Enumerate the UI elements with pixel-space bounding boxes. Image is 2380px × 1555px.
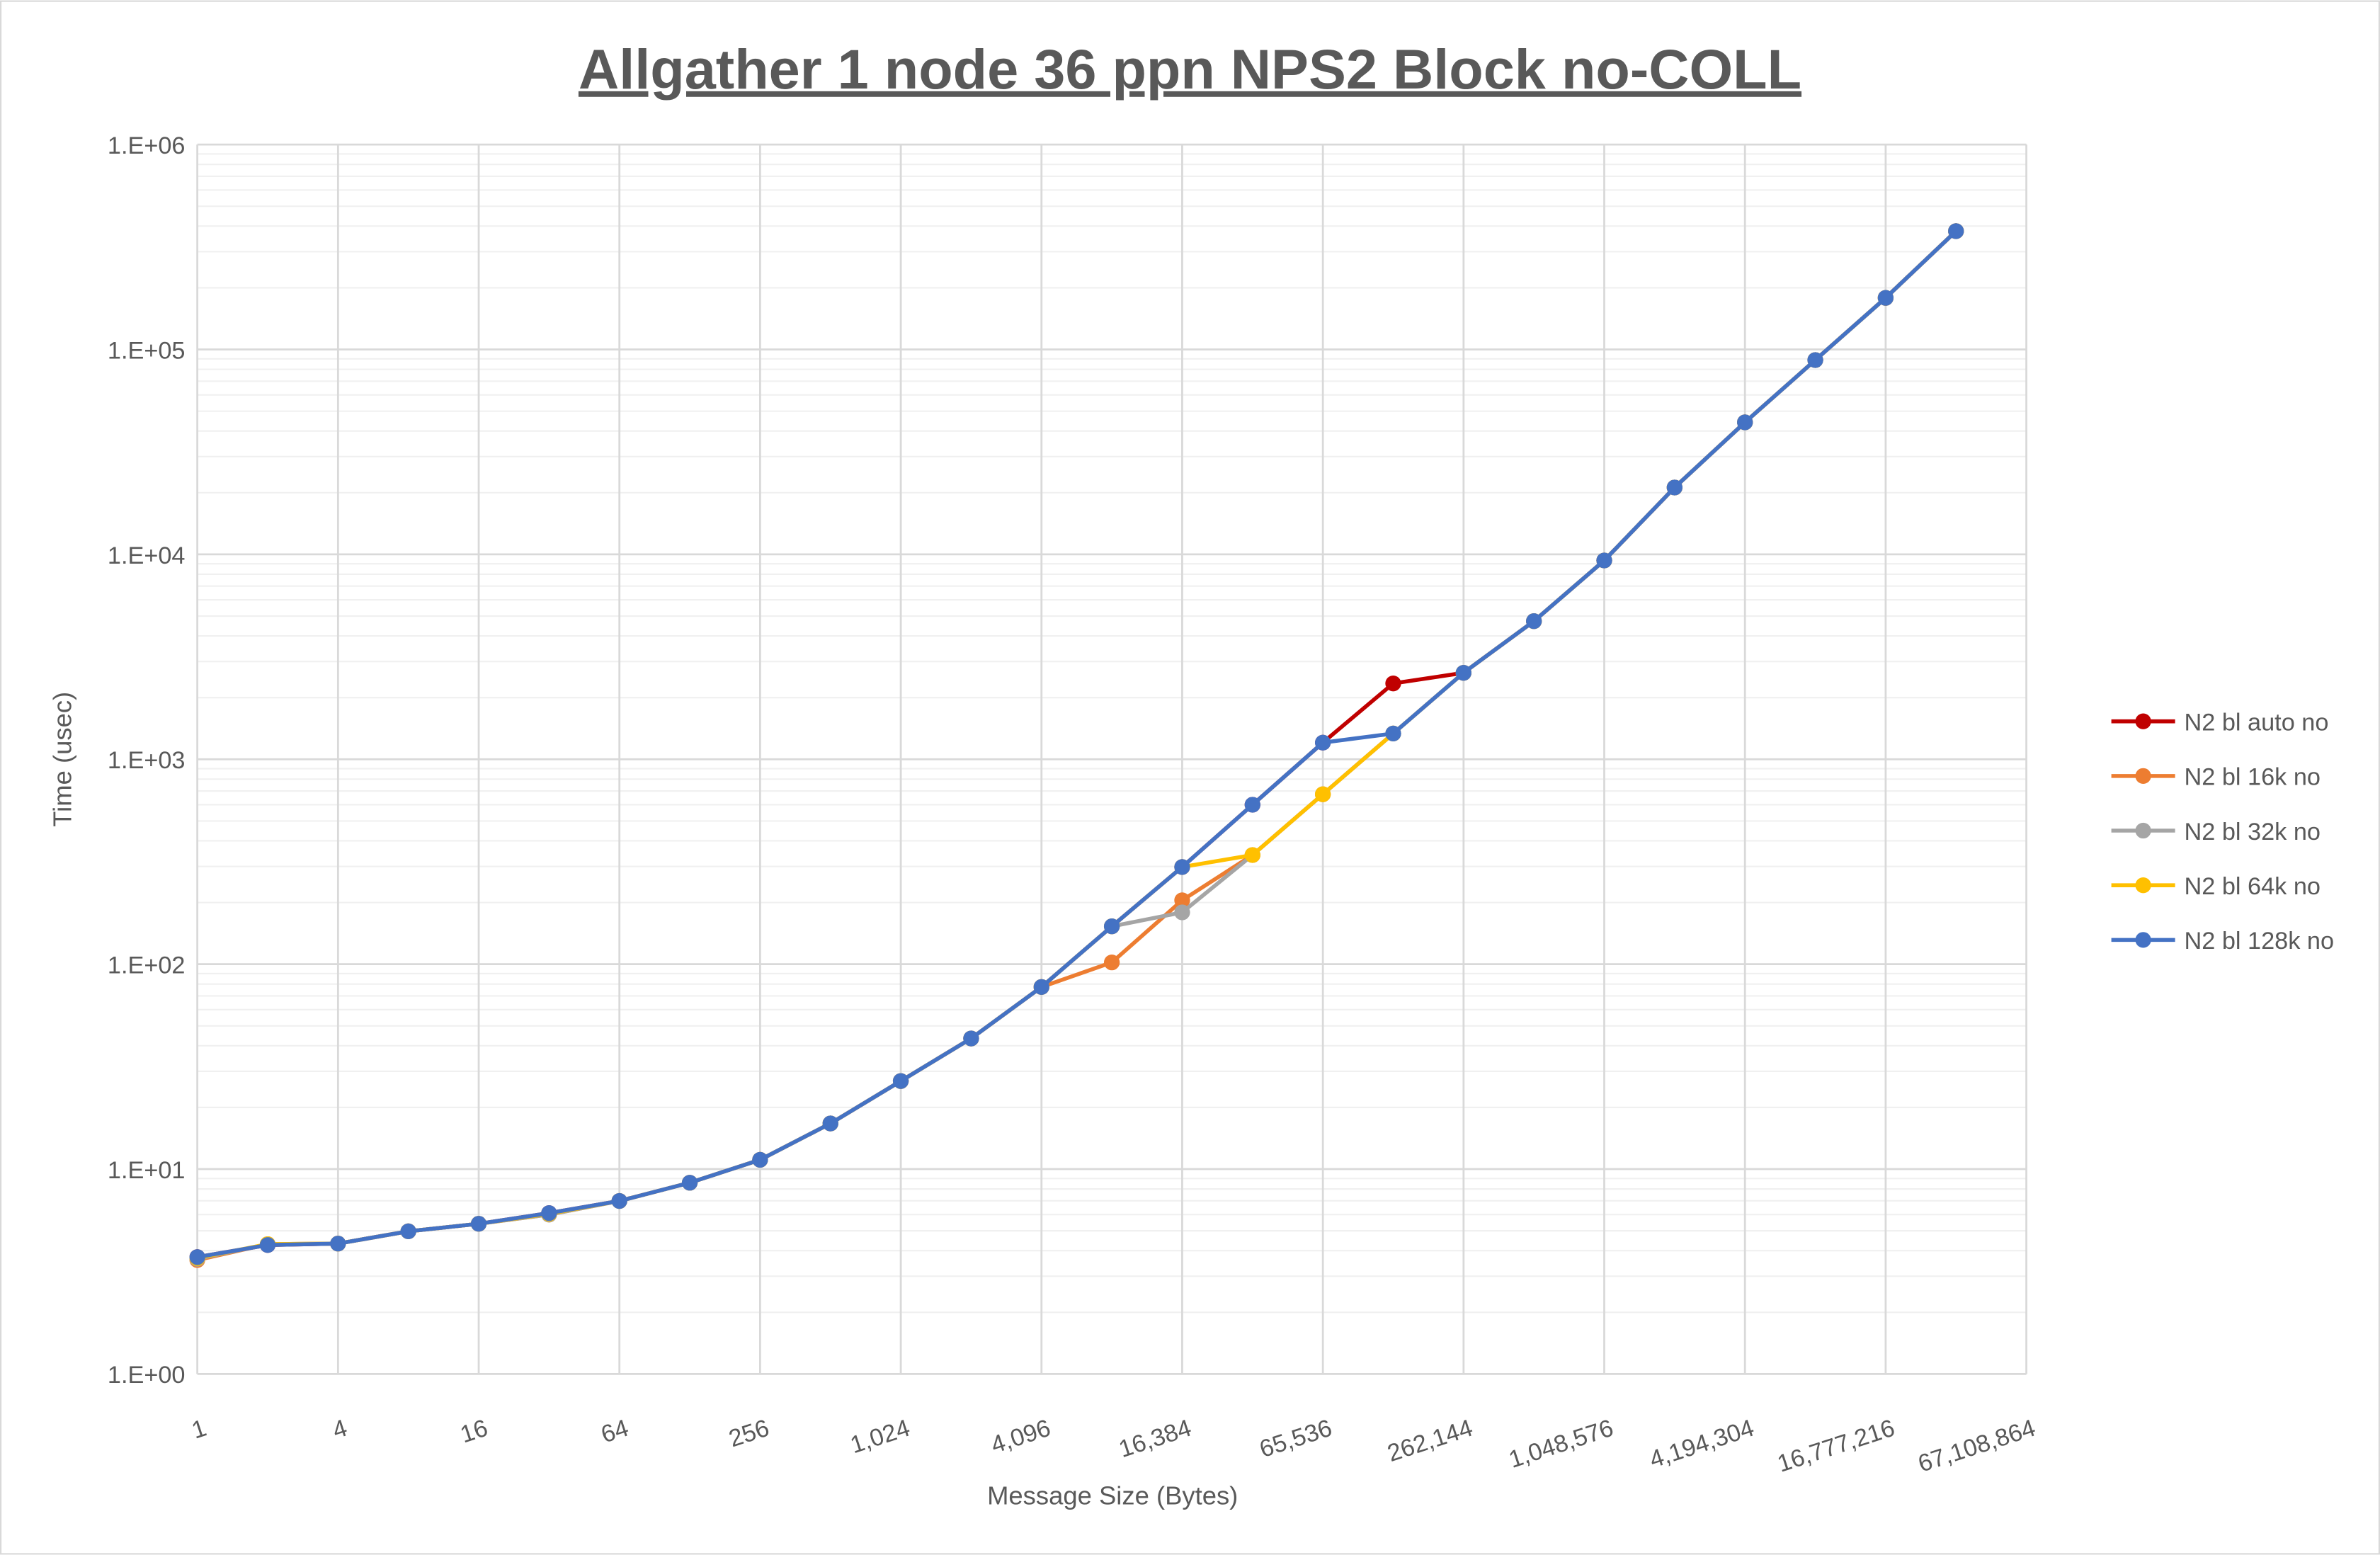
data-point [259, 1237, 276, 1253]
chart-title: Allgather 1 node 36 ppn NPS2 Block no-CO… [579, 38, 1801, 101]
data-point [1737, 414, 1753, 431]
legend-item: N2 bl 128k no [2111, 928, 2334, 955]
legend-item: N2 bl 64k no [2111, 873, 2321, 900]
y-axis: 1.E+00 1.E+01 1.E+02 1.E+03 1.E+04 1.E+05 1.E+… [108, 132, 186, 1389]
data-point [1596, 552, 1612, 569]
data-point [1103, 955, 1120, 971]
legend-marker [2135, 932, 2151, 948]
data-point [1314, 734, 1331, 751]
data-point [892, 1073, 909, 1089]
data-point [822, 1115, 838, 1132]
y-tick-label: 1.E+01 [108, 1157, 186, 1184]
legend-item: N2 bl 32k no [2111, 819, 2321, 845]
data-point [1174, 892, 1190, 908]
data-point [1174, 859, 1190, 875]
x-axis-label: Message Size (Bytes) [987, 1481, 1238, 1510]
legend-marker [2135, 877, 2151, 894]
legend-marker [2135, 822, 2151, 839]
y-tick-label: 1.E+05 [108, 337, 186, 364]
data-point [1526, 613, 1542, 630]
data-point [1666, 479, 1682, 496]
data-point [1948, 223, 1964, 239]
data-point [752, 1151, 768, 1168]
legend-item: N2 bl auto no [2111, 710, 2328, 736]
series-n2-bl-128k-no [189, 223, 1964, 1265]
legend-label: N2 bl 64k no [2184, 873, 2320, 900]
y-tick-label: 1.E+02 [108, 952, 186, 979]
legend-label: N2 bl 128k no [2184, 928, 2334, 955]
series-line [197, 229, 1958, 1260]
y-tick-label: 1.E+04 [108, 542, 186, 569]
data-point [330, 1236, 346, 1252]
data-point [963, 1030, 979, 1047]
data-point [611, 1192, 627, 1209]
data-point [1877, 290, 1894, 306]
legend-marker [2135, 768, 2151, 785]
legend-label: N2 bl 16k no [2184, 764, 2320, 791]
data-point [1314, 786, 1331, 802]
data-point [1103, 918, 1120, 935]
data-point [1174, 904, 1190, 921]
data-point [189, 1249, 205, 1265]
data-point [541, 1204, 557, 1221]
data-point [1807, 352, 1823, 368]
data-point [1455, 665, 1471, 681]
data-point [470, 1216, 487, 1232]
data-point [1033, 979, 1049, 995]
data-point [1244, 797, 1260, 813]
legend: N2 bl auto no N2 bl 16k no N2 bl 32k no N2 … [2111, 710, 2334, 955]
y-tick-label: 1.E+00 [108, 1362, 186, 1389]
legend-label: N2 bl 32k no [2184, 819, 2320, 845]
plot-area [189, 223, 1964, 1268]
y-tick-label: 1.E+06 [108, 132, 186, 159]
y-axis-label: Time (usec) [48, 692, 77, 827]
data-point [1385, 725, 1401, 742]
data-point [1244, 847, 1260, 863]
legend-item: N2 bl 16k no [2111, 764, 2321, 791]
data-point [681, 1175, 698, 1191]
legend-marker [2135, 713, 2151, 729]
data-point [400, 1223, 416, 1240]
data-point [1385, 676, 1401, 692]
legend-label: N2 bl auto no [2184, 710, 2328, 736]
y-tick-label: 1.E+03 [108, 747, 186, 774]
